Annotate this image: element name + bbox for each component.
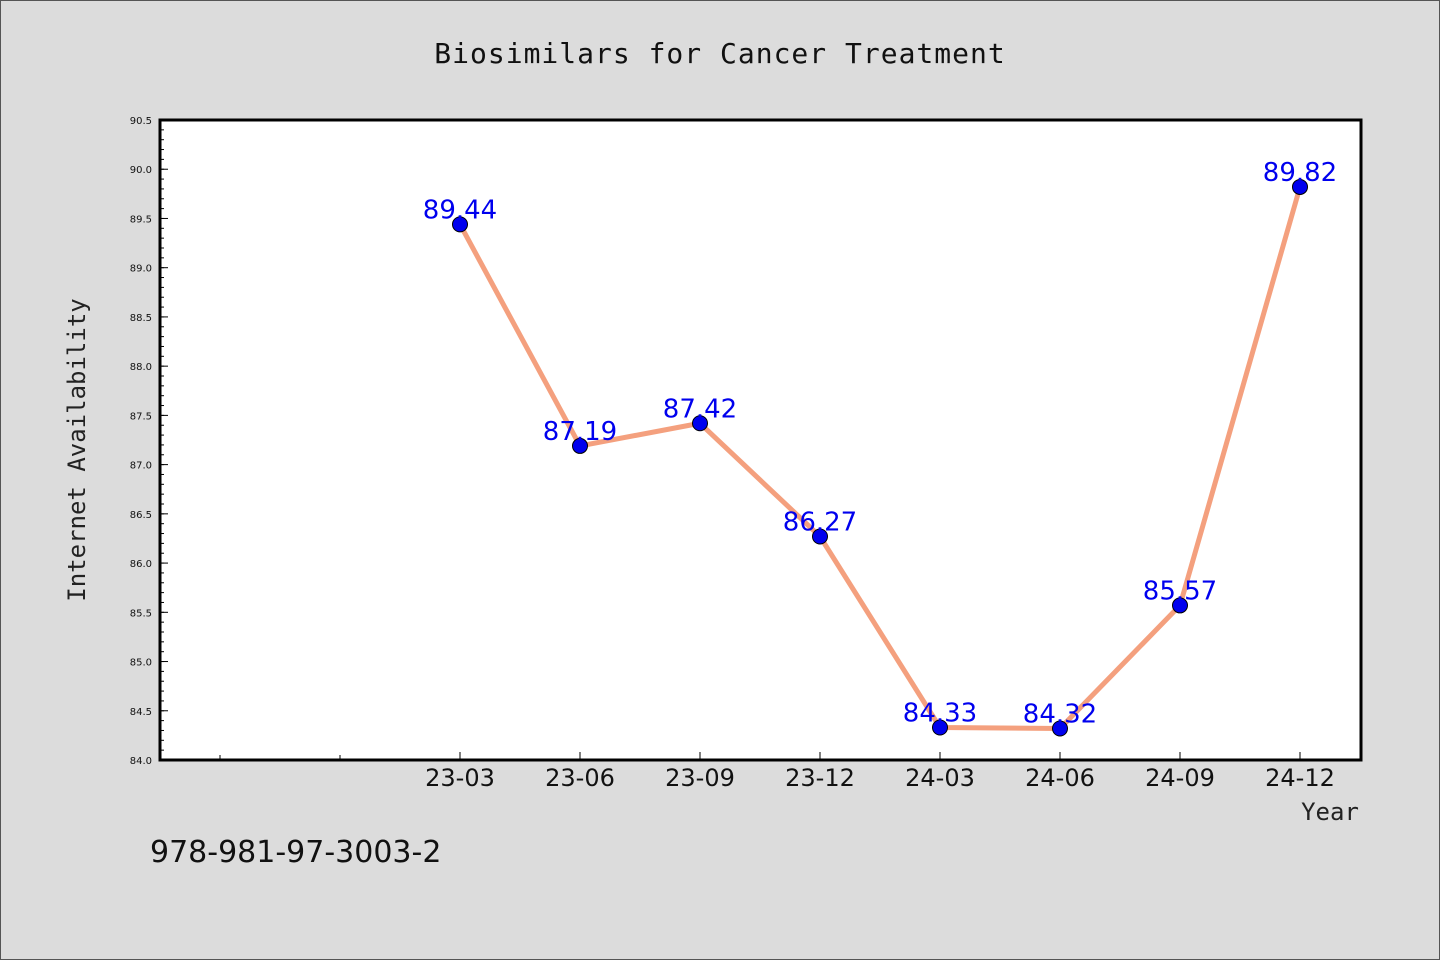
data-label: 87.42 <box>663 394 737 424</box>
y-tick-label: 88.0 <box>130 362 152 373</box>
y-tick-label: 87.0 <box>130 461 152 472</box>
y-tick-label: 86.0 <box>130 559 152 570</box>
y-axis: 84.0 84.5 85.0 85.5 86.0 86.5 87.0 87.5 88.0 88.5… <box>130 116 168 767</box>
x-tick-label: 24-12 <box>1265 764 1335 792</box>
data-point <box>692 415 708 432</box>
data-point <box>932 719 948 736</box>
data-label: 89.44 <box>423 195 497 225</box>
y-tick-label: 88.5 <box>130 313 152 324</box>
plot-area <box>158 118 1363 762</box>
data-label: 86.27 <box>783 507 857 537</box>
series-line <box>457 186 1303 731</box>
data-labels-group: 89.44 87.19 87.42 86.27 84.33 84.32 85.57 89.82 <box>423 158 1337 730</box>
x-tick-label: 24-03 <box>905 764 975 792</box>
y-tick-label: 87.5 <box>130 411 152 422</box>
data-label: 87.19 <box>543 417 617 447</box>
y-tick-label: 90.5 <box>130 116 152 127</box>
y-tick-label: 84.5 <box>130 707 152 718</box>
y-tick-label: 85.0 <box>130 658 152 669</box>
y-tick-label: 89.0 <box>130 264 152 275</box>
y-tick-label: 90.0 <box>130 165 152 176</box>
x-tick-label: 24-09 <box>1145 764 1215 792</box>
data-point <box>452 216 468 233</box>
data-label: 85.57 <box>1143 576 1217 606</box>
data-point <box>1172 597 1188 614</box>
x-tick-label: 23-12 <box>785 764 855 792</box>
series-line-group <box>452 178 1308 737</box>
y-tick-label: 85.5 <box>130 608 152 619</box>
y-tick-label: 86.5 <box>130 510 152 521</box>
isbn-annotation: 978-981-97-3003-2 <box>150 835 442 870</box>
data-label: 84.33 <box>903 699 977 729</box>
y-tick-label: 89.5 <box>130 214 152 225</box>
data-point <box>572 437 588 454</box>
y-tick-label: 84.0 <box>130 756 152 767</box>
x-tick-label: 23-06 <box>545 764 615 792</box>
x-tick-label: 23-03 <box>425 764 495 792</box>
x-axis-label: Year <box>1301 798 1359 826</box>
x-axis: 23-03 23-06 23-09 23-12 24-03 24-06 24-09 24-12 <box>219 752 1335 792</box>
chart-title: Biosimilars for Cancer Treatment <box>434 37 1005 70</box>
data-label: 84.32 <box>1023 699 1097 729</box>
data-point <box>812 528 828 545</box>
x-tick-label: 23-09 <box>665 764 735 792</box>
data-label: 89.82 <box>1263 158 1337 188</box>
y-axis-label: Internet Availability <box>63 298 91 601</box>
data-point <box>1292 178 1308 195</box>
x-tick-label: 24-06 <box>1025 764 1095 792</box>
data-point <box>1052 720 1068 737</box>
